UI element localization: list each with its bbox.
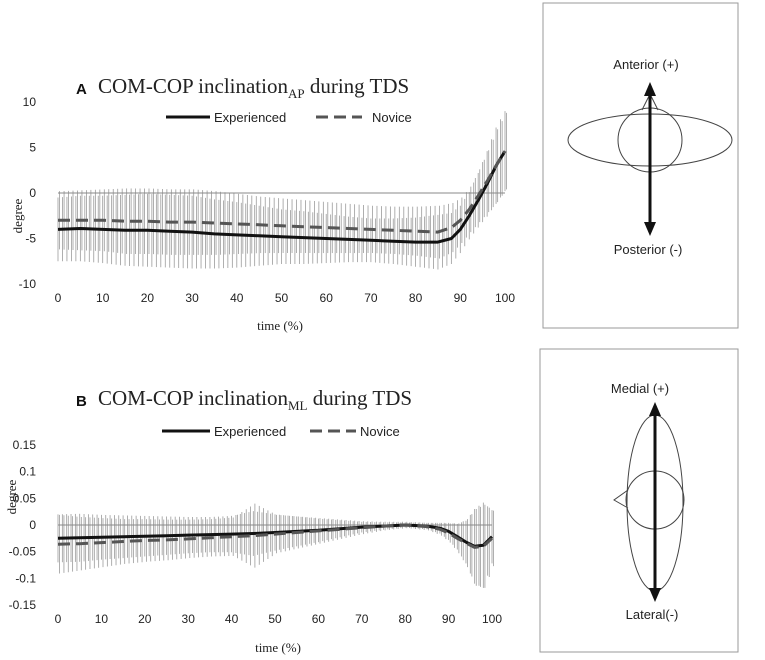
x-tick-label: 90 [442, 612, 456, 626]
x-tick-label: 70 [364, 291, 378, 305]
x-tick-label: 0 [55, 291, 62, 305]
panel-a-error-bars [57, 111, 508, 270]
panel-a-series [57, 150, 507, 244]
y-tick-label: 0.05 [13, 491, 37, 505]
series-line-experienced [57, 150, 507, 244]
panel-a-ylabel: degree [10, 198, 25, 233]
panel-a-title: COM-COP inclinationAP during TDS [98, 74, 409, 101]
x-tick-label: 70 [355, 612, 369, 626]
series-line-novice [57, 523, 494, 549]
x-tick-label: 0 [55, 612, 62, 626]
panel-b-title: COM-COP inclinationML during TDS [98, 386, 412, 413]
x-tick-label: 20 [138, 612, 152, 626]
legend-novice-label: Novice [372, 110, 412, 125]
panel-a-legend: Experienced Novice [166, 110, 412, 125]
y-tick-label: -5 [25, 232, 36, 246]
panel-b-axes: 0.15 0.1 0.05 0 -0.05 -0.1 -0.15 0 10 20 30 40 50 60 7… [9, 438, 503, 626]
x-tick-label: 60 [312, 612, 326, 626]
arrow-down-icon [644, 222, 656, 236]
panel-a-title-main: COM-COP inclination [98, 74, 288, 98]
panel-b-title-suffix: during TDS [307, 386, 412, 410]
y-tick-label: 0.15 [13, 438, 37, 452]
y-tick-label: 10 [23, 95, 37, 109]
y-tick-label: -0.1 [15, 571, 36, 585]
ml-diagram-box [539, 348, 739, 653]
series-line-novice [58, 150, 507, 234]
ap-direction-diagram: Anterior (+) Posterior (-) [542, 2, 739, 329]
x-tick-label: 90 [454, 291, 468, 305]
legend-experienced-label: Experienced [214, 424, 286, 439]
nose-pointer-icon [613, 489, 629, 509]
panel-b-label: B [76, 393, 87, 410]
y-tick-label: -0.05 [9, 545, 37, 559]
x-tick-label: 30 [182, 612, 196, 626]
arrow-up-icon [644, 82, 656, 96]
x-tick-label: 30 [185, 291, 199, 305]
panel-b-title-subscript: ML [288, 398, 308, 413]
ap-posterior-label: Posterior (-) [614, 242, 683, 257]
ml-medial-label: Medial (+) [611, 381, 669, 396]
arrow-down-icon [649, 588, 661, 602]
y-tick-label: 0 [29, 518, 36, 532]
x-tick-label: 50 [275, 291, 289, 305]
x-tick-label: 80 [399, 612, 413, 626]
panel-b-xlabel: time (%) [255, 640, 301, 655]
panel-b-series [57, 523, 494, 549]
x-tick-label: 40 [230, 291, 244, 305]
y-tick-label: 0.1 [19, 465, 36, 479]
x-tick-label: 10 [95, 612, 109, 626]
ap-anterior-label: Anterior (+) [613, 57, 678, 72]
panel-a-title-suffix: during TDS [305, 74, 410, 98]
legend-novice-label: Novice [360, 424, 400, 439]
x-tick-label: 20 [141, 291, 155, 305]
ml-lateral-label: Lateral(-) [626, 607, 679, 622]
y-tick-label: -10 [19, 277, 37, 291]
y-tick-label: 5 [29, 141, 36, 155]
y-tick-label: -0.15 [9, 598, 37, 612]
y-tick-label: 0 [29, 186, 36, 200]
panel-b-title-main: COM-COP inclination [98, 386, 288, 410]
x-tick-label: 80 [409, 291, 423, 305]
panel-a-xlabel: time (%) [257, 318, 303, 333]
x-tick-label: 60 [320, 291, 334, 305]
panel-b-error-bars [57, 502, 495, 588]
x-tick-label: 40 [225, 612, 239, 626]
x-tick-label: 100 [482, 612, 502, 626]
ml-direction-diagram: Medial (+) Lateral(-) [539, 348, 739, 653]
panel-b-chart: B COM-COP inclinationML during TDS Exper… [4, 386, 502, 655]
x-tick-label: 10 [96, 291, 110, 305]
panel-b-legend: Experienced Novice [162, 424, 400, 439]
panel-b-ylabel: degree [4, 479, 19, 514]
legend-experienced-label: Experienced [214, 110, 286, 125]
panel-a-label: A [76, 81, 87, 98]
x-tick-label: 50 [268, 612, 282, 626]
panel-a-chart: A COM-COP inclinationAP during TDS Exper… [10, 74, 515, 333]
x-tick-label: 100 [495, 291, 515, 305]
panel-a-title-subscript: AP [288, 86, 305, 101]
arrow-up-icon [649, 402, 661, 416]
